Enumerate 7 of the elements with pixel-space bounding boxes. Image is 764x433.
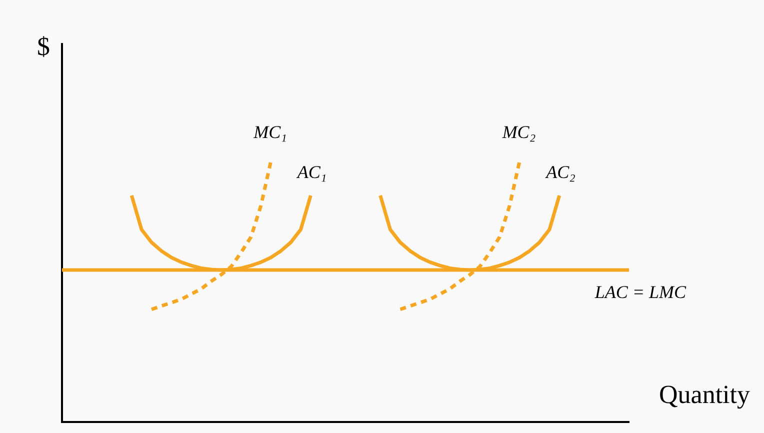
series-label: AC₁: [296, 162, 327, 182]
x-axis-title: Quantity: [659, 380, 750, 409]
series-label: MC₂: [501, 122, 536, 142]
y-axis-title: $: [37, 32, 50, 61]
series-label: MC₁: [252, 122, 287, 142]
series-label: AC₂: [545, 162, 576, 182]
series-label: LAC = LMC: [594, 282, 687, 302]
